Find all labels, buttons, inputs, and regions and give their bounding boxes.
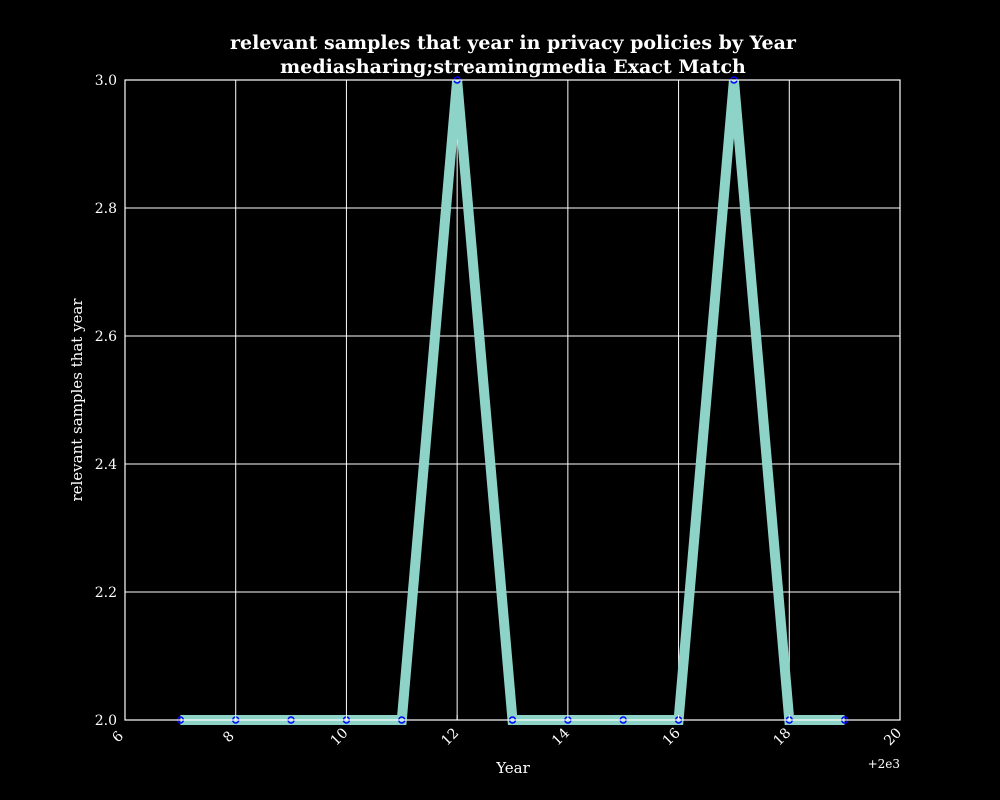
y-tick-label: 2.2 <box>95 585 117 601</box>
chart-subtitle: mediasharing;streamingmedia Exact Match <box>280 56 746 78</box>
grid <box>125 80 900 720</box>
x-axis-offset-label: +2e3 <box>868 757 900 771</box>
plot-frame <box>124 79 901 721</box>
y-tick-label: 2.4 <box>95 457 117 473</box>
y-axis-label: relevant samples that year <box>68 298 86 502</box>
x-axis-label: Year <box>495 759 530 777</box>
y-tick-label: 2.0 <box>95 713 117 729</box>
y-axis: 2.0 2.2 2.4 2.6 2.8 3.0 <box>95 73 130 729</box>
chart-title: relevant samples that year in privacy po… <box>230 32 797 54</box>
y-tick-label: 2.6 <box>95 329 117 345</box>
y-tick-label: 3.0 <box>95 73 117 89</box>
x-axis: 6 8 10 12 14 16 18 20 <box>109 715 905 749</box>
y-tick-label: 2.8 <box>95 201 117 217</box>
